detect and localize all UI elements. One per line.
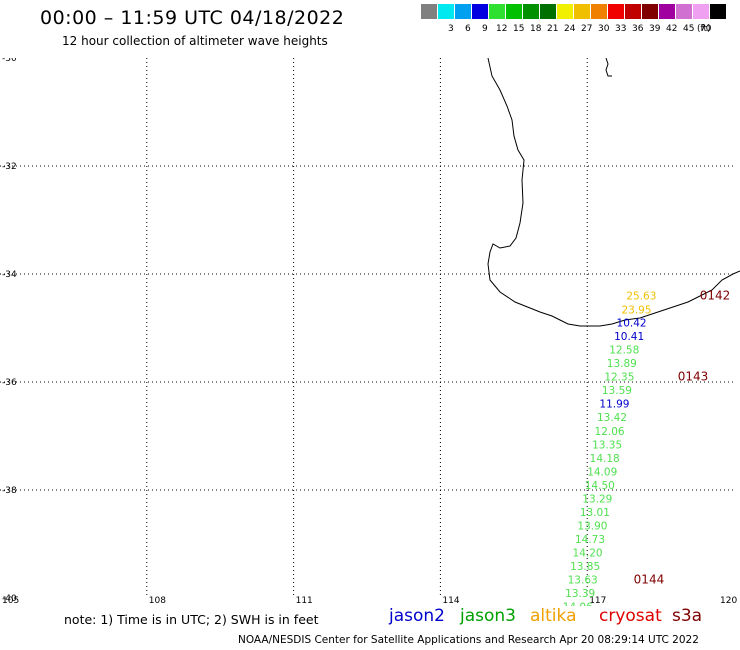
wave-height-value: 14.20: [573, 547, 603, 559]
scale-label: 42: [666, 24, 678, 34]
legend-jason3: jason3: [460, 606, 516, 626]
wave-height-value: 14.06: [563, 601, 593, 606]
wave-height-value: 13.89: [607, 358, 637, 370]
lon-tick-label: 105: [2, 596, 19, 606]
scale-label: 3: [448, 24, 454, 34]
lat-tick-label: -38: [2, 486, 17, 496]
wave-height-value: 10.41: [614, 331, 644, 343]
scale-swatch: [421, 4, 437, 19]
scale-swatch: [693, 4, 709, 19]
scale-label: 70: [700, 24, 712, 34]
lon-tick-label: 120: [720, 596, 737, 606]
lon-tick-label: 117: [589, 596, 606, 606]
scale-label: 24: [564, 24, 576, 34]
wave-height-value: 14.09: [587, 466, 617, 478]
wave-height-value: 13.01: [580, 507, 610, 519]
scale-label: 21: [547, 24, 559, 34]
scale-swatch: [557, 4, 573, 19]
scale-label: 15: [513, 24, 525, 34]
footer-credit: NOAA/NESDIS Center for Satellite Applica…: [238, 634, 699, 646]
wave-height-value: 11.99: [599, 398, 629, 410]
scale-label: 12: [496, 24, 508, 34]
scale-label: 39: [649, 24, 661, 34]
scale-label: 30: [598, 24, 610, 34]
scale-swatch: [676, 4, 692, 19]
note-text: note: 1) Time is in UTC; 2) SWH is in fe…: [64, 612, 319, 627]
wave-height-value: 13.85: [570, 561, 600, 573]
coastline: [487, 58, 740, 327]
scale-label: 33: [615, 24, 627, 34]
scale-swatch: [506, 4, 522, 19]
scale-label: 27: [581, 24, 593, 34]
scale-label: 6: [465, 24, 471, 34]
scale-unit: (ft): [697, 24, 711, 34]
scale-swatch: [523, 4, 539, 19]
scale-swatch: [472, 4, 488, 19]
legend-s3a: s3a: [672, 606, 703, 626]
wave-height-value: 13.29: [582, 493, 612, 505]
scale-label: 45: [683, 24, 695, 34]
wave-height-value: 13.39: [565, 588, 595, 600]
wave-height-value: 13.59: [602, 385, 632, 397]
scale-label: 9: [482, 24, 488, 34]
legend-altika: altika: [530, 606, 577, 626]
scale-swatch: [489, 4, 505, 19]
wave-height-value: 10.42: [617, 317, 647, 329]
wave-height-value: 14.50: [585, 480, 615, 492]
pass-time-label: 0143: [678, 369, 709, 383]
scale-swatch: [659, 4, 675, 19]
legend-jason2: jason2: [389, 606, 445, 626]
scale-swatch: [540, 4, 556, 19]
scale-swatch: [625, 4, 641, 19]
wave-height-value: 13.42: [597, 412, 627, 424]
wave-height-value: 14.18: [590, 453, 620, 465]
wave-height-value: 12.06: [595, 426, 625, 438]
scale-swatch: [438, 4, 454, 19]
lat-tick-label: -36: [2, 378, 17, 388]
scale-swatch: [591, 4, 607, 19]
pass-time-label: 0144: [634, 572, 665, 586]
wave-height-value: 23.95: [621, 304, 651, 316]
legend-cryosat: cryosat: [599, 606, 662, 626]
scale-swatch: [608, 4, 624, 19]
wave-height-value: 13.90: [577, 520, 607, 532]
map-subtitle: 12 hour collection of altimeter wave hei…: [62, 34, 328, 48]
lat-tick-label: -34: [2, 270, 17, 280]
wave-height-value: 14.73: [575, 534, 605, 546]
scale-swatch: [710, 4, 726, 19]
scale-label: 18: [530, 24, 542, 34]
time-marks-layer: 0142 0143 0144: [634, 288, 731, 586]
lat-tick-label: -40: [2, 594, 17, 604]
wave-height-value: 13.63: [568, 574, 598, 586]
wave-height-value: 25.63: [626, 290, 656, 302]
scale-swatch: [642, 4, 658, 19]
scale-swatch: [574, 4, 590, 19]
lon-tick-label: 111: [296, 596, 313, 606]
lon-tick-label: 114: [442, 596, 459, 606]
scale-swatch: [455, 4, 471, 19]
lat-tick-label: -32: [2, 162, 17, 172]
scale-label: 36: [632, 24, 644, 34]
wave-height-value: 13.35: [592, 439, 622, 451]
wave-height-value: 12.58: [609, 344, 639, 356]
lat-tick-label: -30: [2, 58, 17, 64]
wave-height-value: 12.35: [604, 371, 634, 383]
lon-tick-label: 108: [149, 596, 166, 606]
pass-time-label: 0142: [700, 288, 731, 302]
map-title: 00:00 – 11:59 UTC 04/18/2022: [40, 7, 345, 29]
